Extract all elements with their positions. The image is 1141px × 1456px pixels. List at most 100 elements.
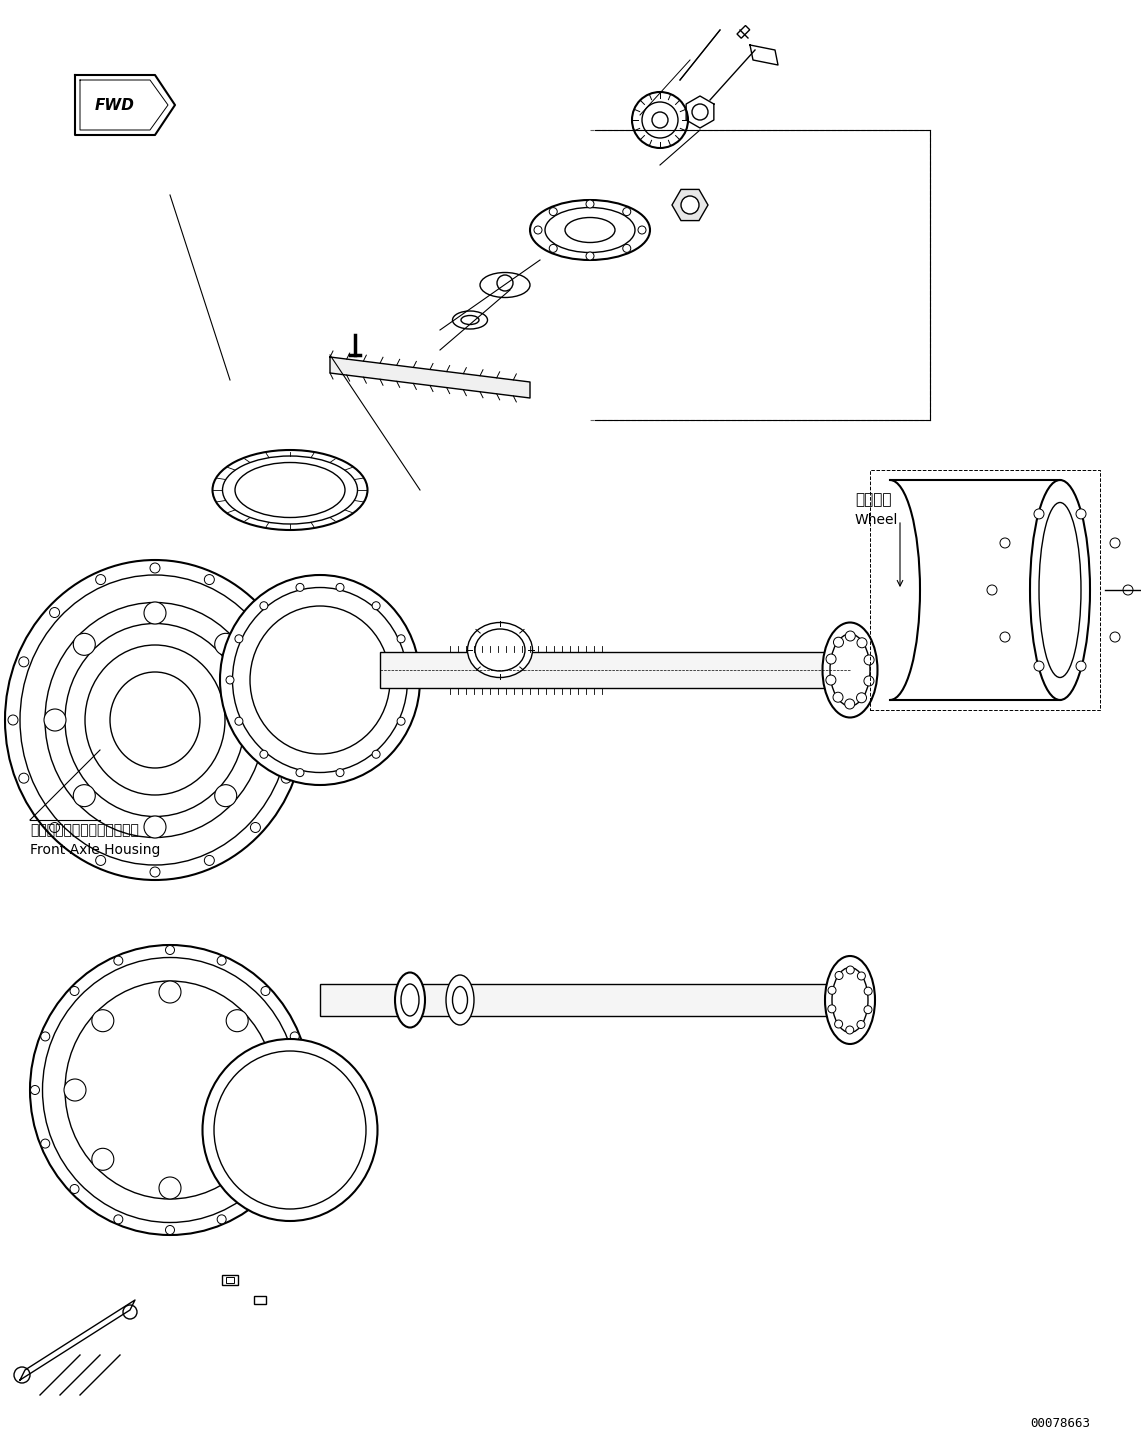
Circle shape — [833, 692, 843, 702]
Ellipse shape — [260, 750, 268, 759]
Bar — [319, 984, 850, 1016]
Circle shape — [857, 973, 865, 980]
Ellipse shape — [65, 623, 245, 817]
Text: 00078663: 00078663 — [1030, 1417, 1090, 1430]
Ellipse shape — [453, 312, 487, 329]
Ellipse shape — [217, 1214, 226, 1224]
Circle shape — [652, 112, 667, 128]
Bar — [222, 1275, 238, 1286]
Circle shape — [123, 1305, 137, 1319]
Bar — [226, 1277, 234, 1283]
Ellipse shape — [114, 1214, 123, 1224]
Ellipse shape — [233, 588, 407, 773]
Circle shape — [632, 92, 688, 149]
Polygon shape — [672, 189, 709, 221]
Ellipse shape — [226, 1149, 249, 1171]
Circle shape — [835, 971, 843, 980]
Ellipse shape — [8, 715, 18, 725]
Ellipse shape — [250, 823, 260, 833]
Circle shape — [1034, 661, 1044, 671]
Ellipse shape — [226, 676, 234, 684]
Circle shape — [828, 1005, 836, 1013]
Ellipse shape — [73, 633, 96, 655]
Ellipse shape — [235, 718, 243, 725]
Bar — [380, 652, 850, 689]
Bar — [737, 26, 750, 38]
Ellipse shape — [235, 635, 243, 642]
Circle shape — [864, 1006, 872, 1013]
Circle shape — [14, 1367, 30, 1383]
Ellipse shape — [531, 199, 650, 261]
Text: Front Axle Housing: Front Axle Housing — [30, 843, 161, 858]
Ellipse shape — [281, 773, 291, 783]
Circle shape — [845, 630, 856, 641]
Ellipse shape — [70, 987, 79, 996]
Circle shape — [1076, 661, 1086, 671]
Ellipse shape — [825, 957, 875, 1044]
Circle shape — [833, 638, 843, 648]
Ellipse shape — [49, 823, 59, 833]
Text: Wheel: Wheel — [855, 513, 898, 527]
Ellipse shape — [823, 623, 877, 718]
Circle shape — [497, 275, 513, 291]
Ellipse shape — [395, 973, 424, 1028]
Ellipse shape — [96, 856, 106, 865]
Circle shape — [586, 252, 594, 261]
Ellipse shape — [110, 673, 200, 767]
Ellipse shape — [44, 709, 66, 731]
Ellipse shape — [165, 945, 175, 955]
Ellipse shape — [215, 1051, 366, 1208]
Ellipse shape — [480, 272, 531, 297]
Text: ホイール: ホイール — [855, 492, 891, 508]
Ellipse shape — [91, 1009, 114, 1032]
Ellipse shape — [204, 575, 215, 584]
Ellipse shape — [296, 769, 304, 776]
Ellipse shape — [226, 1009, 249, 1032]
Ellipse shape — [235, 463, 345, 517]
Circle shape — [828, 986, 836, 994]
Ellipse shape — [1030, 480, 1090, 700]
Ellipse shape — [300, 1086, 309, 1095]
Ellipse shape — [165, 1226, 175, 1235]
Circle shape — [1110, 537, 1120, 547]
Circle shape — [987, 585, 997, 596]
Ellipse shape — [832, 967, 868, 1032]
Circle shape — [534, 226, 542, 234]
Ellipse shape — [114, 957, 123, 965]
Ellipse shape — [261, 1185, 270, 1194]
Ellipse shape — [372, 750, 380, 759]
Ellipse shape — [397, 635, 405, 642]
Ellipse shape — [5, 561, 305, 879]
Ellipse shape — [260, 601, 268, 610]
Ellipse shape — [42, 958, 298, 1223]
Circle shape — [1000, 537, 1010, 547]
Circle shape — [1110, 632, 1120, 642]
Ellipse shape — [565, 217, 615, 243]
Circle shape — [1000, 632, 1010, 642]
Circle shape — [681, 197, 699, 214]
Ellipse shape — [21, 575, 290, 865]
Ellipse shape — [244, 709, 266, 731]
Ellipse shape — [159, 981, 181, 1003]
Ellipse shape — [468, 623, 533, 677]
Ellipse shape — [337, 584, 345, 591]
Ellipse shape — [73, 785, 96, 807]
Ellipse shape — [215, 785, 236, 807]
Ellipse shape — [290, 1032, 299, 1041]
Ellipse shape — [64, 1079, 86, 1101]
Ellipse shape — [84, 645, 225, 795]
Ellipse shape — [204, 856, 215, 865]
Ellipse shape — [475, 629, 525, 671]
Ellipse shape — [337, 769, 345, 776]
Ellipse shape — [41, 1032, 50, 1041]
Circle shape — [638, 226, 646, 234]
Circle shape — [642, 102, 678, 138]
Ellipse shape — [830, 633, 869, 706]
Ellipse shape — [254, 1079, 276, 1101]
Circle shape — [857, 638, 867, 648]
Ellipse shape — [292, 715, 302, 725]
Circle shape — [845, 1026, 853, 1034]
Circle shape — [834, 1021, 842, 1028]
Ellipse shape — [372, 601, 380, 610]
Circle shape — [623, 245, 631, 252]
